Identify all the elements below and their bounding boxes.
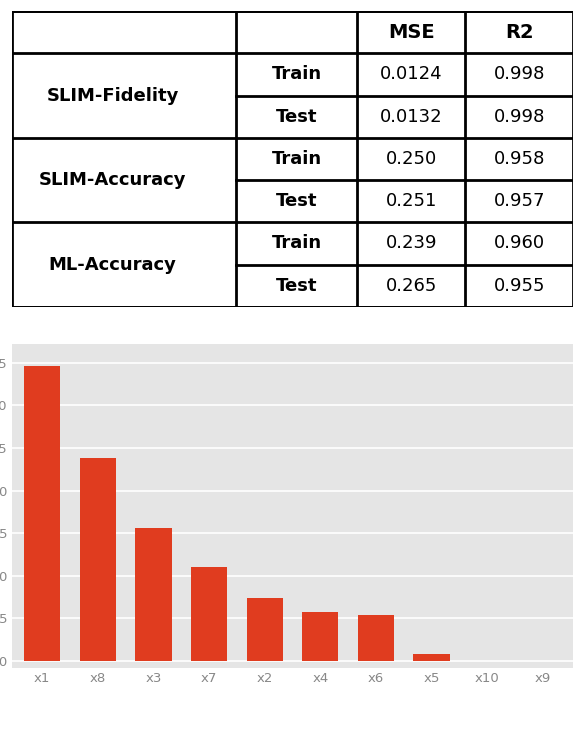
Bar <box>302 612 338 661</box>
Text: Test: Test <box>276 192 318 210</box>
Text: ML-Accuracy: ML-Accuracy <box>49 255 177 274</box>
Bar <box>80 458 116 661</box>
Text: 0.998: 0.998 <box>494 66 545 83</box>
Text: SLIM-Fidelity: SLIM-Fidelity <box>47 86 179 105</box>
Text: 0.251: 0.251 <box>386 192 437 210</box>
Text: Train: Train <box>272 66 322 83</box>
Text: 0.958: 0.958 <box>494 150 545 168</box>
Text: 0.955: 0.955 <box>494 277 546 294</box>
Text: Train: Train <box>272 235 322 252</box>
Text: 0.0132: 0.0132 <box>380 108 443 125</box>
Bar <box>413 655 449 661</box>
Bar <box>191 568 227 661</box>
Text: Train: Train <box>272 150 322 168</box>
Text: 0.265: 0.265 <box>386 277 437 294</box>
Text: SLIM-Accuracy: SLIM-Accuracy <box>39 171 186 189</box>
Bar <box>358 615 394 661</box>
Text: Test: Test <box>276 108 318 125</box>
Text: 0.250: 0.250 <box>386 150 437 168</box>
Bar <box>136 528 172 661</box>
Bar <box>247 598 283 661</box>
Text: 0.957: 0.957 <box>494 192 546 210</box>
Text: MSE: MSE <box>388 23 435 41</box>
Bar <box>24 366 61 661</box>
Text: 0.960: 0.960 <box>494 235 545 252</box>
Text: 0.998: 0.998 <box>494 108 545 125</box>
Text: 0.0124: 0.0124 <box>380 66 443 83</box>
Text: Test: Test <box>276 277 318 294</box>
Text: R2: R2 <box>506 23 534 41</box>
Text: 0.239: 0.239 <box>386 235 437 252</box>
